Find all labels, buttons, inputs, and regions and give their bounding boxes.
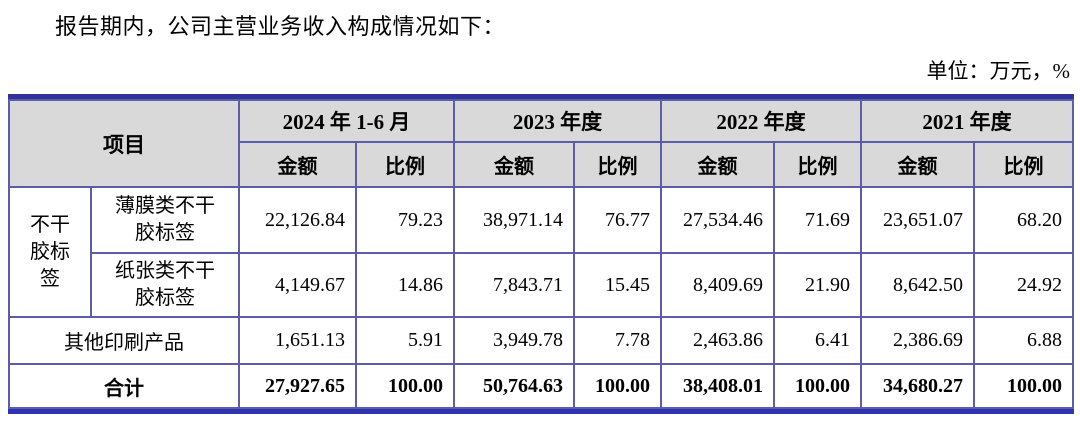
cell-ratio-2021: 6.88	[973, 316, 1074, 365]
header-period-2023: 2023 年度	[453, 99, 662, 143]
cell-ratio-2023: 15.45	[573, 252, 662, 318]
table-row-paper-labels: 纸张类不干胶标签 4,149.67 14.86 7,843.71 15.45 8…	[9, 252, 1074, 318]
header-row-sub: 金额 比例 金额 比例 金额 比例 金额 比例	[9, 141, 1074, 188]
table-row-total: 合计 27,927.65 100.00 50,764.63 100.00 38,…	[8, 363, 1074, 409]
intro-paragraph: 报告期内，公司主营业务收入构成情况如下：	[55, 14, 506, 39]
cell-amount-2021: 23,651.07	[860, 186, 975, 254]
row-label: 纸张类不干胶标签	[90, 252, 240, 318]
header-period-2021: 2021 年度	[860, 99, 1074, 143]
cell-amount-2021: 8,642.50	[860, 252, 975, 318]
cell-amount-2022: 27,534.46	[660, 186, 775, 254]
cell-amount-2024: 22,126.84	[238, 186, 357, 254]
cell-amount-2024: 27,927.65	[238, 363, 357, 409]
header-period-2024: 2024 年 1-6 月	[238, 99, 455, 143]
unit-label: 单位：万元，%	[926, 59, 1071, 83]
cell-amount-2024: 1,651.13	[238, 316, 357, 365]
cell-ratio-2022: 21.90	[773, 252, 862, 318]
revenue-table-container: 项目 2024 年 1-6 月 2023 年度 2022 年度 2021 年度 …	[8, 94, 1074, 414]
header-ratio-2021: 比例	[973, 141, 1074, 188]
header-item: 项目	[8, 99, 240, 188]
header-row-periods: 项目 2024 年 1-6 月 2023 年度 2022 年度 2021 年度	[8, 99, 1074, 188]
header-ratio-2024: 比例	[355, 141, 455, 188]
cell-ratio-2022: 100.00	[773, 363, 862, 409]
cell-ratio-2021: 24.92	[973, 252, 1074, 318]
cell-amount-2022: 2,463.86	[660, 316, 775, 365]
cell-amount-2021: 2,386.69	[860, 316, 975, 365]
header-ratio-2022: 比例	[773, 141, 862, 188]
header-period-2022: 2022 年度	[660, 99, 862, 143]
header-amount-2021: 金额	[860, 141, 975, 188]
header-ratio-2023: 比例	[573, 141, 662, 188]
cell-amount-2021: 34,680.27	[860, 363, 975, 409]
table-row-other-products: 其他印刷产品 1,651.13 5.91 3,949.78 7.78 2,463…	[8, 316, 1074, 365]
cell-ratio-2021: 68.20	[973, 186, 1074, 254]
cell-amount-2023: 50,764.63	[453, 363, 575, 409]
row-label: 薄膜类不干胶标签	[90, 186, 240, 254]
row-label: 其他印刷产品	[8, 316, 240, 365]
cell-ratio-2024: 14.86	[355, 252, 455, 318]
cell-ratio-2024: 100.00	[355, 363, 455, 409]
cell-amount-2023: 7,843.71	[453, 252, 575, 318]
cell-amount-2023: 38,971.14	[453, 186, 575, 254]
table-row-film-labels: 不干胶标签 薄膜类不干胶标签 22,126.84 79.23 38,971.14…	[8, 186, 1074, 318]
cell-ratio-2021: 100.00	[973, 363, 1074, 409]
cell-ratio-2024: 5.91	[355, 316, 455, 365]
cell-ratio-2024: 79.23	[355, 186, 455, 254]
cell-ratio-2022: 71.69	[773, 186, 862, 254]
table-header: 项目 2024 年 1-6 月 2023 年度 2022 年度 2021 年度 …	[8, 99, 1074, 188]
cell-amount-2022: 38,408.01	[660, 363, 775, 409]
cell-ratio-2023: 76.77	[573, 186, 662, 254]
total-label: 合计	[8, 363, 240, 409]
header-amount-2024: 金额	[238, 141, 357, 188]
cell-amount-2022: 8,409.69	[660, 252, 775, 318]
cell-ratio-2023: 100.00	[573, 363, 662, 409]
cell-amount-2023: 3,949.78	[453, 316, 575, 365]
cell-amount-2024: 4,149.67	[238, 252, 357, 318]
revenue-composition-table: 项目 2024 年 1-6 月 2023 年度 2022 年度 2021 年度 …	[8, 99, 1074, 409]
table-body: 不干胶标签 薄膜类不干胶标签 22,126.84 79.23 38,971.14…	[8, 186, 1074, 409]
header-amount-2022: 金额	[660, 141, 775, 188]
cell-ratio-2022: 6.41	[773, 316, 862, 365]
row-group-label: 不干胶标签	[8, 186, 92, 318]
cell-ratio-2023: 7.78	[573, 316, 662, 365]
header-amount-2023: 金额	[453, 141, 575, 188]
